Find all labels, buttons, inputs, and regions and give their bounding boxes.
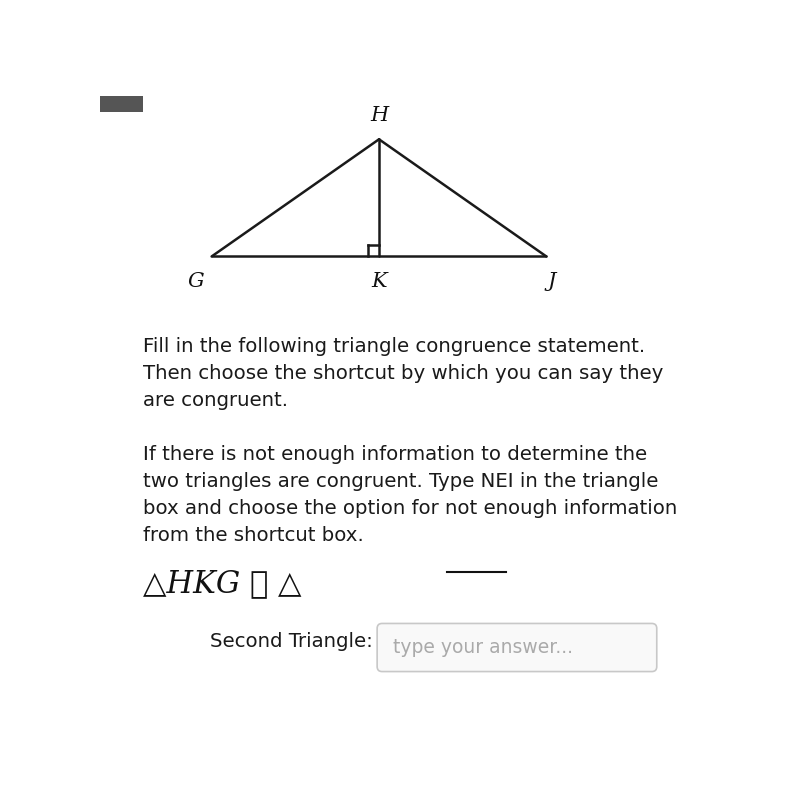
Text: Second Triangle:: Second Triangle: xyxy=(210,633,373,651)
Text: K: K xyxy=(371,272,387,291)
Bar xyxy=(100,96,143,111)
Text: H: H xyxy=(370,106,388,125)
FancyBboxPatch shape xyxy=(377,623,657,671)
Text: type your answer...: type your answer... xyxy=(394,638,574,657)
Text: G: G xyxy=(188,272,205,291)
Text: If there is not enough information to determine the
two triangles are congruent.: If there is not enough information to de… xyxy=(143,445,678,545)
Text: Fill in the following triangle congruence statement.
Then choose the shortcut by: Fill in the following triangle congruenc… xyxy=(143,336,664,410)
Text: △HKG ≅ △: △HKG ≅ △ xyxy=(143,568,302,599)
Text: J: J xyxy=(547,272,555,291)
